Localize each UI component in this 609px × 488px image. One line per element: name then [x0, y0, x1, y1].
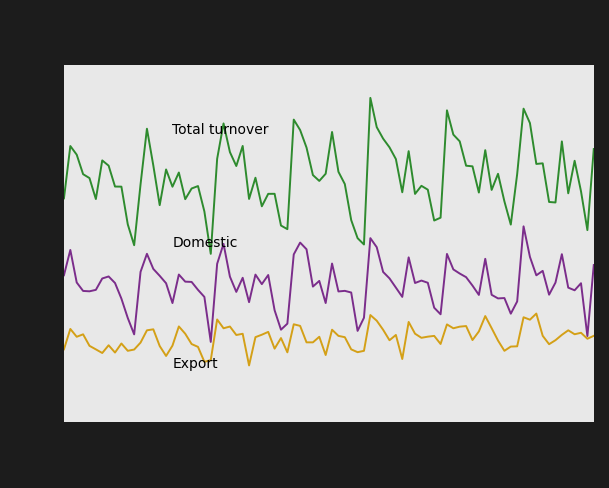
Text: Export: Export	[172, 356, 218, 370]
Text: Domestic: Domestic	[172, 236, 238, 249]
Text: Total turnover: Total turnover	[172, 123, 269, 137]
